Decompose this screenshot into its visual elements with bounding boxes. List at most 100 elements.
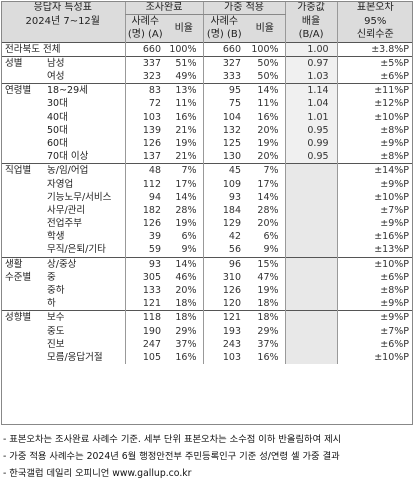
footnote-2: - 가중 적용 사례수는 2024년 6월 행정안전부 주민등록인구 기준 성/… — [3, 451, 340, 462]
error-cell: ±3.8%P — [336, 41, 414, 57]
row-group-label — [1, 325, 45, 338]
weight-ratio-cell — [284, 177, 338, 191]
ratio-b-cell: 20% — [257, 151, 279, 163]
cases-b-cell: 75 — [202, 97, 246, 111]
row-sub-label: 70대 이상 — [47, 151, 89, 163]
header-error-3: 신뢰수준 — [336, 28, 414, 43]
header-ratio-b: 비율 — [245, 14, 286, 43]
cases-a-cell: 118 — [124, 310, 166, 325]
row-group-label — [1, 137, 45, 150]
ratio-a-cell: 19% — [175, 137, 197, 149]
cases-b-cell: 660 — [202, 41, 246, 57]
row-group-label: 전라북도 전체 — [1, 41, 126, 57]
error-cell: ±9%P — [336, 217, 414, 231]
weight-ratio-cell — [284, 163, 338, 178]
row-group-label — [1, 111, 45, 124]
error-cell: ±8%P — [336, 150, 414, 164]
error-cell: ±10%P — [336, 350, 414, 365]
ratio-b-cell: 20% — [257, 218, 279, 230]
header-error-2: 95% — [336, 14, 414, 29]
weight-ratio-cell — [284, 324, 338, 338]
weight-ratio-cell: 1.01 — [284, 110, 338, 124]
header-cases-a-2: (명) (A) — [124, 28, 166, 43]
table-row: 무직/은퇴/기타 59 9% 56 9% ±13%P — [1, 243, 414, 258]
table-row: 60대 126 19% 125 19% 0.99 ±9%P — [1, 136, 414, 151]
ratio-b-cell: 15% — [245, 256, 286, 271]
error-cell: ±9%P — [336, 177, 414, 191]
error-cell: ±11%P — [336, 83, 414, 98]
ratio-a-cell: 21% — [175, 151, 197, 163]
ratio-a-cell: 18% — [165, 310, 204, 325]
ratio-a-cell: 29% — [175, 325, 197, 337]
ratio-a-cell: 20% — [175, 285, 197, 297]
row-sub-label: 중하 — [47, 285, 65, 297]
header-row-3: (명) (A) (명) (B) (B/A) 신뢰수준 — [1, 28, 414, 43]
row-group-label: 수준별 — [5, 271, 32, 283]
respondent-characteristics-table: 응답자 특성표 조사완료 가중 적용 가중값 표본오차 2024년 7~12월 … — [1, 1, 414, 365]
ratio-b-cell: 28% — [257, 204, 279, 216]
error-cell: ±7%P — [336, 324, 414, 338]
header-weighted: 가중 적용 — [202, 1, 286, 16]
weight-ratio-cell: 1.00 — [284, 41, 338, 57]
table-row: 수준별 중 305 46% 310 47% ±6%P — [1, 270, 414, 284]
error-cell: ±8%P — [336, 123, 414, 137]
row-group-label — [1, 230, 45, 243]
row-sub-label: 기능노무/서비스 — [47, 191, 112, 203]
ratio-a-cell: 37% — [175, 338, 197, 350]
header-row-1: 응답자 특성표 조사완료 가중 적용 가중값 표본오차 — [1, 1, 414, 16]
ratio-b-cell: 16% — [257, 111, 279, 123]
row-group-label: 직업별 — [1, 163, 45, 178]
ratio-b-cell: 50% — [257, 71, 279, 83]
cases-a-cell: 247 — [124, 337, 166, 351]
ratio-b-cell: 47% — [257, 271, 279, 283]
row-group-label — [1, 150, 45, 164]
row-sub-label: 30대 — [47, 98, 68, 110]
cases-b-cell: 121 — [202, 310, 246, 325]
ratio-a-cell: 16% — [175, 351, 197, 363]
cases-b-cell: 310 — [202, 270, 246, 284]
ratio-b-cell: 18% — [257, 298, 279, 310]
header-error-1: 표본오차 — [336, 1, 414, 15]
cases-a-cell: 182 — [124, 203, 166, 217]
row-sub-label: 50대 — [47, 124, 68, 136]
table-row: 50대 139 21% 132 20% 0.95 ±8%P — [1, 123, 414, 137]
table-row: 전라북도 전체 660 100% 660 100% 1.00 ±3.8%P — [1, 41, 414, 57]
ratio-a-cell: 21% — [175, 124, 197, 136]
cases-b-cell: 130 — [202, 150, 246, 164]
row-sub-label: 전업주부 — [47, 218, 82, 230]
cases-a-cell: 94 — [124, 190, 166, 204]
header-weight-ratio-2: 배율 — [284, 14, 338, 29]
header-weight-ratio-3: (B/A) — [284, 28, 338, 43]
row-sub-label: 자영업 — [47, 178, 74, 190]
row-sub-label: 무직/은퇴/기타 — [47, 244, 106, 256]
row-sub-label: 남성 — [45, 55, 126, 70]
error-cell: ±10%P — [336, 256, 414, 271]
error-cell: ±6%P — [336, 69, 414, 84]
cases-a-cell: 139 — [124, 123, 166, 137]
error-cell: ±6%P — [336, 337, 414, 351]
weight-ratio-cell — [284, 256, 338, 271]
cases-b-cell: 243 — [202, 337, 246, 351]
ratio-b-cell: 29% — [257, 325, 279, 337]
row-group-label — [1, 351, 45, 364]
cases-b-cell: 184 — [202, 203, 246, 217]
ratio-a-cell: 100% — [165, 41, 204, 57]
row-group-label: 연령별 — [1, 83, 45, 98]
header-period: 2024년 7~12월 — [1, 14, 126, 29]
cases-a-cell: 72 — [124, 97, 166, 111]
cases-b-cell: 95 — [202, 83, 246, 98]
ratio-a-cell: 51% — [165, 55, 204, 70]
cases-b-cell: 333 — [202, 69, 246, 84]
weight-ratio-cell: 0.95 — [284, 150, 338, 164]
weight-ratio-cell — [284, 350, 338, 365]
cases-a-cell: 121 — [124, 297, 166, 311]
weight-ratio-cell — [284, 190, 338, 204]
cases-b-cell: 120 — [202, 297, 246, 311]
ratio-a-cell: 19% — [175, 218, 197, 230]
table-row: 전업주부 126 19% 129 20% ±9%P — [1, 217, 414, 231]
row-sub-label: 60대 — [47, 137, 68, 149]
cases-a-cell: 93 — [124, 256, 166, 271]
weight-ratio-cell — [284, 217, 338, 231]
table-row: 여성 323 49% 333 50% 1.03 ±6%P — [1, 69, 414, 84]
